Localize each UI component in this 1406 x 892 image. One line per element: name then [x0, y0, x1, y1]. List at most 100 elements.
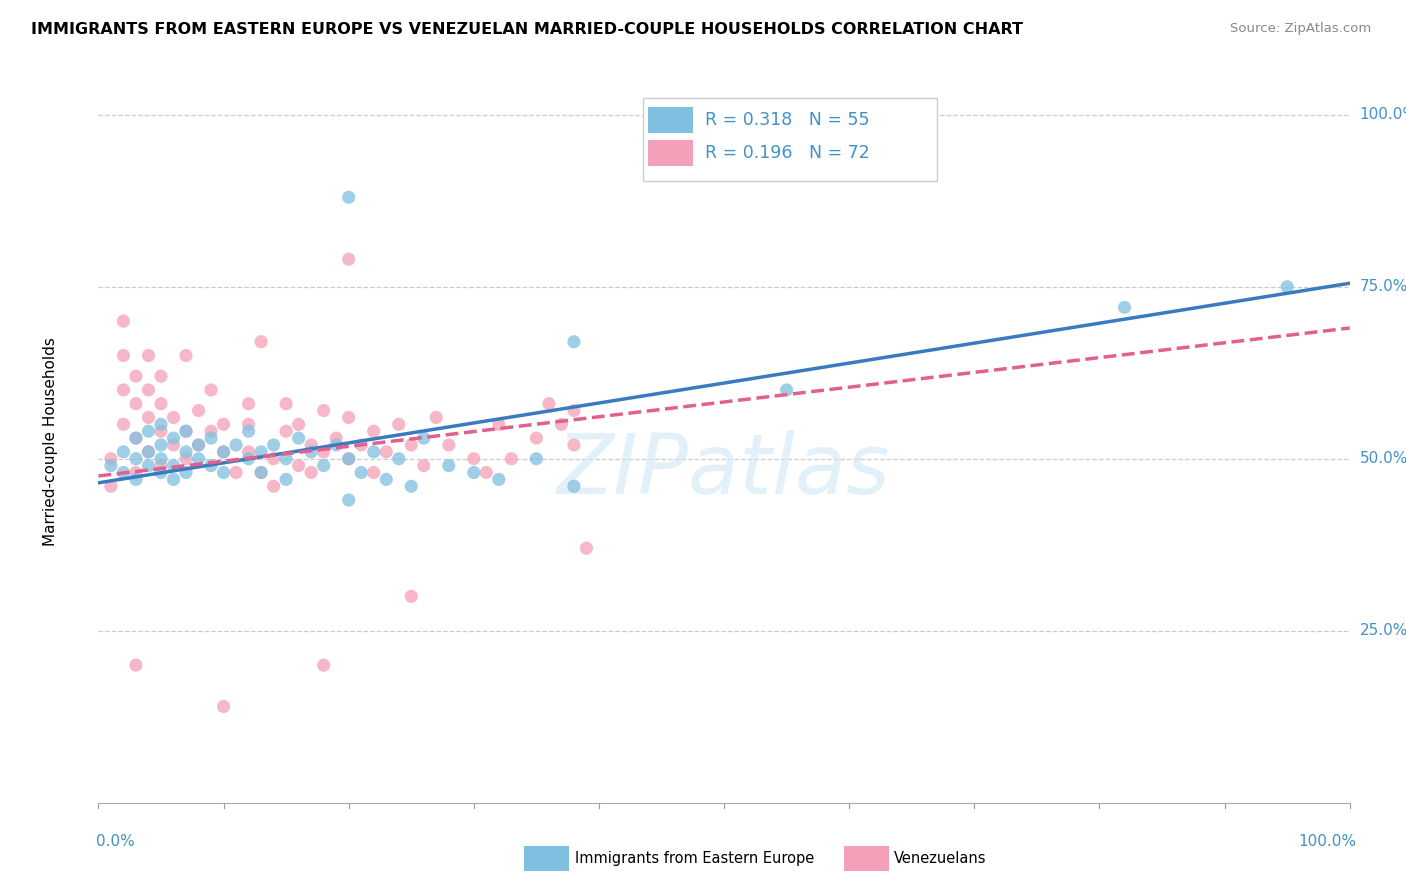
Point — [162, 458, 184, 473]
Point — [463, 451, 485, 466]
Point — [112, 349, 135, 363]
Point — [562, 334, 585, 349]
Point — [388, 417, 411, 432]
Point — [200, 424, 222, 438]
Point — [401, 590, 423, 604]
Point — [299, 445, 322, 459]
Text: Immigrants from Eastern Europe: Immigrants from Eastern Europe — [575, 851, 814, 865]
Point — [537, 397, 560, 411]
Text: 0.0%: 0.0% — [96, 834, 135, 849]
Point — [225, 438, 247, 452]
Point — [174, 451, 197, 466]
Point — [150, 458, 173, 473]
Point — [325, 431, 347, 445]
Point — [350, 466, 373, 480]
Point — [138, 424, 160, 438]
Point — [263, 451, 285, 466]
Point — [299, 466, 322, 480]
Point — [162, 472, 184, 486]
Point — [274, 472, 298, 486]
Point — [337, 252, 360, 267]
FancyBboxPatch shape — [643, 98, 936, 181]
Point — [501, 451, 523, 466]
FancyBboxPatch shape — [648, 107, 693, 133]
Point — [112, 417, 135, 432]
Text: R = 0.318   N = 55: R = 0.318 N = 55 — [706, 111, 870, 129]
Point — [100, 458, 122, 473]
Point — [375, 472, 398, 486]
Point — [524, 451, 547, 466]
Point — [100, 451, 122, 466]
Point — [150, 417, 173, 432]
Point — [150, 424, 173, 438]
Point — [337, 410, 360, 425]
Point — [212, 466, 235, 480]
Point — [100, 479, 122, 493]
Text: ZIPatlas: ZIPatlas — [557, 430, 891, 511]
Point — [337, 493, 360, 508]
Point — [125, 466, 148, 480]
Point — [287, 431, 309, 445]
FancyBboxPatch shape — [648, 139, 693, 166]
Point — [287, 417, 309, 432]
Point — [388, 451, 411, 466]
Point — [312, 658, 335, 673]
Point — [150, 397, 173, 411]
Text: Venezuelans: Venezuelans — [894, 851, 987, 865]
Point — [212, 445, 235, 459]
Point — [238, 445, 260, 459]
Point — [150, 466, 173, 480]
Point — [212, 445, 235, 459]
Text: 100.0%: 100.0% — [1360, 107, 1406, 122]
Point — [138, 458, 160, 473]
Point — [250, 466, 273, 480]
Point — [112, 314, 135, 328]
Point — [125, 431, 148, 445]
Point — [212, 699, 235, 714]
Point — [263, 438, 285, 452]
Point — [312, 403, 335, 417]
Point — [162, 438, 184, 452]
Point — [200, 431, 222, 445]
Point — [412, 458, 434, 473]
Point — [150, 438, 173, 452]
Point — [337, 451, 360, 466]
Point — [776, 383, 799, 397]
Point — [363, 445, 385, 459]
Point — [274, 397, 298, 411]
Point — [187, 451, 209, 466]
Point — [425, 410, 447, 425]
Point — [150, 369, 173, 384]
Text: 25.0%: 25.0% — [1360, 624, 1406, 639]
Text: IMMIGRANTS FROM EASTERN EUROPE VS VENEZUELAN MARRIED-COUPLE HOUSEHOLDS CORRELATI: IMMIGRANTS FROM EASTERN EUROPE VS VENEZU… — [31, 22, 1024, 37]
Point — [287, 458, 309, 473]
Point — [125, 431, 148, 445]
Point — [437, 438, 460, 452]
Point — [1114, 301, 1136, 315]
Point — [263, 479, 285, 493]
Point — [187, 403, 209, 417]
Point — [125, 397, 148, 411]
Text: Married-couple Households: Married-couple Households — [44, 337, 59, 546]
Point — [174, 466, 197, 480]
Point — [138, 410, 160, 425]
Point — [312, 458, 335, 473]
Point — [250, 334, 273, 349]
Point — [187, 438, 209, 452]
Point — [401, 479, 423, 493]
Point — [475, 466, 498, 480]
Point — [138, 445, 160, 459]
Point — [274, 424, 298, 438]
Point — [174, 445, 197, 459]
Point — [125, 472, 148, 486]
Text: 100.0%: 100.0% — [1299, 834, 1357, 849]
Point — [299, 438, 322, 452]
Point — [337, 451, 360, 466]
Point — [138, 445, 160, 459]
Point — [550, 417, 572, 432]
Point — [463, 466, 485, 480]
Point — [312, 445, 335, 459]
Point — [125, 451, 148, 466]
Point — [138, 349, 160, 363]
Point — [562, 403, 585, 417]
